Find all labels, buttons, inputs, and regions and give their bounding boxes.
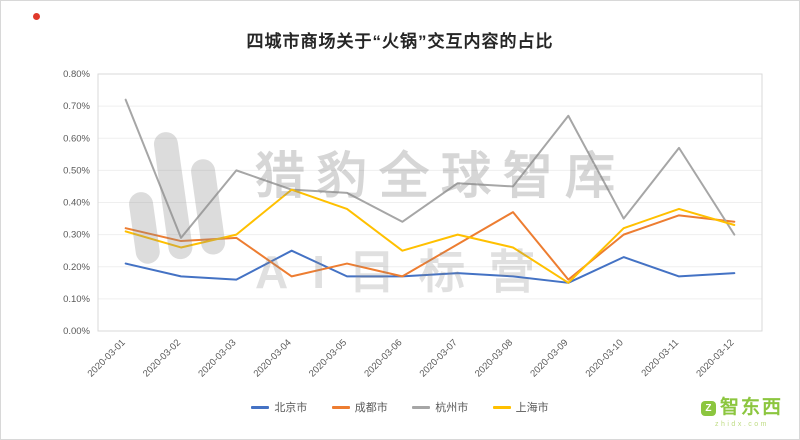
svg-text:0.20%: 0.20% [63,262,90,273]
svg-text:2020-03-02: 2020-03-02 [141,337,183,379]
svg-text:2020-03-06: 2020-03-06 [362,337,404,379]
line-chart: 0.00% 0.10% 0.20% 0.30% 0.40% 0.50% 0.60% 0.70%… [10,56,790,408]
svg-text:0.10%: 0.10% [63,294,90,305]
svg-text:0.00%: 0.00% [63,326,90,337]
legend-item-shanghai: 上海市 [492,399,549,415]
red-dot [33,13,40,20]
svg-text:0.50%: 0.50% [63,165,90,176]
legend-label-chengdu: 成都市 [354,402,388,414]
legend-swatch-chengdu [331,405,350,409]
svg-text:0.40%: 0.40% [63,198,90,209]
svg-text:0.60%: 0.60% [63,133,90,144]
svg-text:2020-03-08: 2020-03-08 [473,337,515,379]
svg-text:2020-03-05: 2020-03-05 [307,337,349,379]
chart-canvas: 0.00% 0.10% 0.20% 0.30% 0.40% 0.50% 0.60% 0.70%… [63,69,763,379]
zhidx-brand-name: 智东西 [719,397,783,419]
legend-label-hangzhou: 杭州市 [435,402,469,414]
chart-legend: 北京市 成都市 杭州市 上海市 [1,396,799,416]
zhidx-brand-subtext: zhidx.com [714,421,769,429]
svg-text:0.70%: 0.70% [63,101,90,112]
legend-item-beijing: 北京市 [251,399,307,415]
svg-text:2020-03-09: 2020-03-09 [528,337,570,379]
legend-item-hangzhou: 杭州市 [412,399,468,415]
chart-title: 四城市商场关于“火锅”交互内容的占比 [246,32,554,51]
svg-text:2020-03-04: 2020-03-04 [252,337,294,379]
zhidx-logo-icon: Z [700,401,716,417]
svg-text:2020-03-12: 2020-03-12 [694,337,736,379]
legend-swatch-beijing [251,405,270,409]
legend-label-shanghai: 上海市 [515,402,549,414]
svg-text:2020-03-11: 2020-03-11 [639,337,681,379]
legend-swatch-shanghai [492,405,511,409]
svg-text:2020-03-07: 2020-03-07 [418,337,460,379]
svg-text:2020-03-10: 2020-03-10 [584,337,626,379]
legend-item-chengdu: 成都市 [331,399,388,415]
svg-text:2020-03-01: 2020-03-01 [86,337,128,379]
legend-swatch-hangzhou [412,405,431,409]
legend-label-beijing: 北京市 [274,402,308,414]
svg-text:0.30%: 0.30% [63,230,90,241]
svg-text:0.80%: 0.80% [63,69,90,80]
zhidx-brand: Z 智东西 zhidx.com [700,397,783,429]
svg-text:2020-03-03: 2020-03-03 [196,337,238,379]
